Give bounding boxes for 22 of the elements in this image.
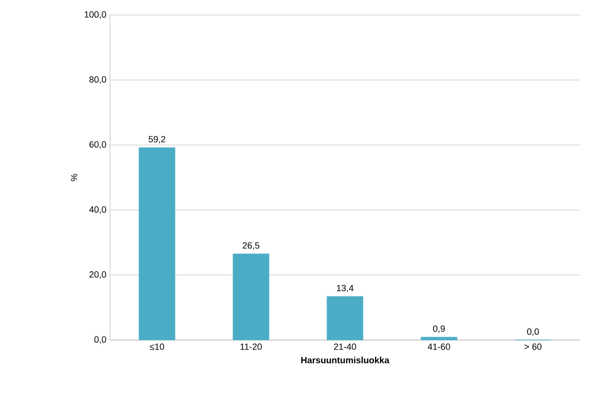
y-tick-label: 100,0 [84, 11, 106, 19]
x-axis-title: Harsuuntumisluokka [301, 356, 390, 364]
x-tick-label: > 60 [524, 344, 542, 350]
data-label: 13,4 [336, 284, 354, 292]
y-axis-title: % [70, 174, 78, 182]
bar [326, 296, 364, 340]
data-label: 0,9 [433, 325, 445, 333]
y-tick-label: 20,0 [89, 271, 106, 279]
x-tick-label: 21-40 [334, 344, 356, 350]
bar [232, 254, 270, 340]
bar [420, 336, 458, 340]
y-tick-label: 40,0 [89, 206, 106, 214]
data-label: 0,0 [527, 328, 539, 336]
x-tick-label: ≤10 [150, 344, 164, 350]
y-tick-label: 80,0 [89, 76, 106, 84]
bar [138, 147, 176, 340]
y-tick-label: 60,0 [89, 141, 106, 149]
data-label: 59,2 [148, 136, 166, 144]
x-tick-label: 41-60 [428, 344, 450, 350]
x-tick-label: 11-20 [240, 344, 262, 350]
y-tick-label: 0,0 [94, 336, 106, 344]
data-label: 26,5 [242, 242, 260, 250]
